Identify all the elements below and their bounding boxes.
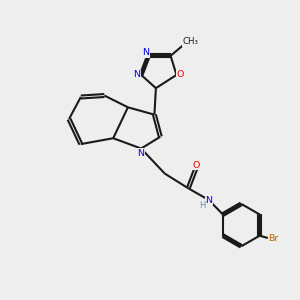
Text: Br: Br [268, 233, 279, 242]
Text: N: N [206, 196, 212, 205]
Text: N: N [137, 149, 144, 158]
Text: CH₃: CH₃ [182, 37, 198, 46]
Text: N: N [142, 48, 149, 57]
Text: O: O [177, 70, 184, 80]
Text: O: O [193, 160, 200, 169]
Text: H: H [199, 201, 206, 210]
Text: N: N [133, 70, 140, 80]
